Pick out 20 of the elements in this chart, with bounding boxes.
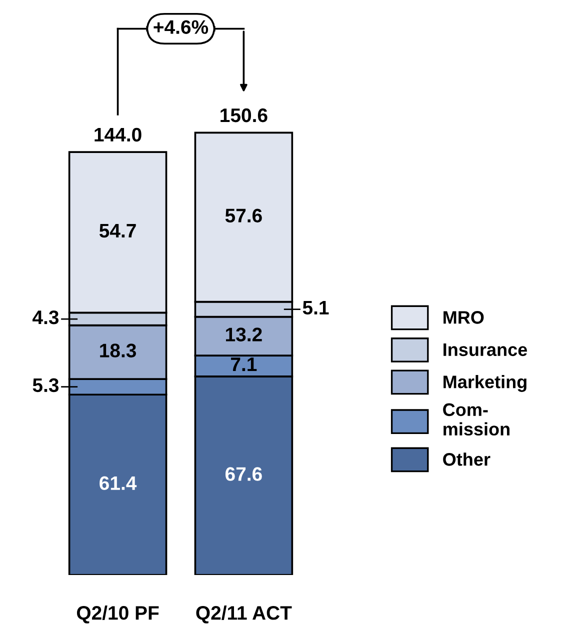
data-label: 61.4	[100, 476, 137, 490]
legend-label: MRO	[444, 311, 484, 324]
total-label: 150.6	[220, 108, 268, 122]
data-label: 18.3	[100, 344, 136, 358]
legend-label: Com- mission	[443, 403, 510, 436]
data-label: 5.3	[32, 378, 59, 392]
data-label: 5.1	[302, 300, 329, 315]
data-label: 57.6	[225, 208, 262, 222]
x-tick-label: Q2/10 PF	[76, 606, 159, 624]
x-tick-label: Q2/11 ACT	[196, 606, 292, 624]
text: +4.6%	[154, 20, 208, 34]
legend-label: Marketing	[444, 375, 526, 392]
legend-label: Insurance	[444, 343, 528, 356]
data-label: 54.7	[99, 224, 136, 238]
total-label: 144.0	[94, 128, 142, 142]
data-label: 67.6	[225, 467, 262, 481]
data-label: 4.3	[32, 310, 59, 324]
legend-label: Other	[443, 452, 490, 466]
data-label: 13.2	[226, 328, 262, 342]
data-label: 7.1	[231, 358, 257, 372]
